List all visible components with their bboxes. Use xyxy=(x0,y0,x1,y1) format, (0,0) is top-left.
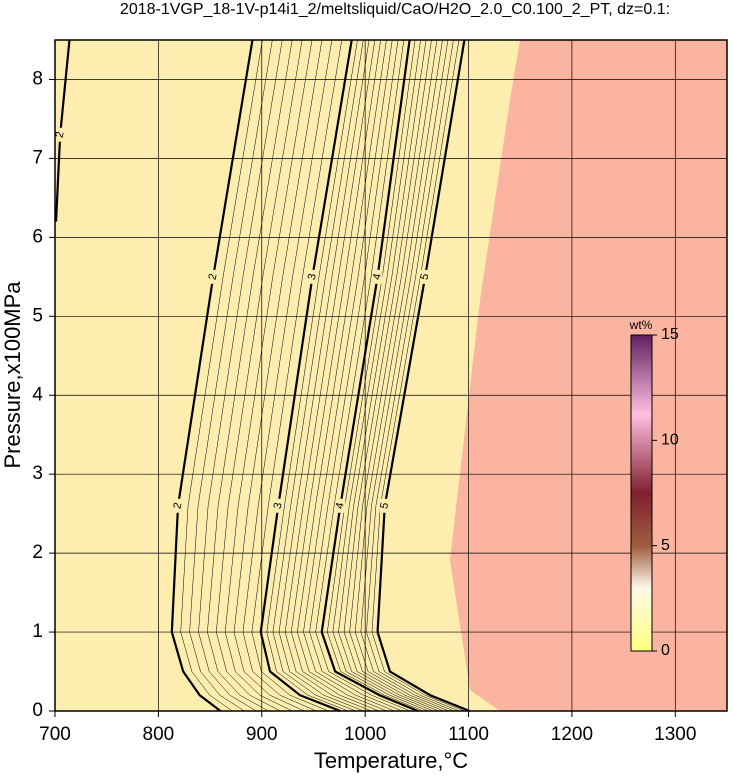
contour-label: 4 xyxy=(334,501,347,509)
contour-label: 3 xyxy=(272,501,285,509)
y-tick-label: 3 xyxy=(32,463,43,484)
contour-label-bg xyxy=(335,498,346,513)
high-region xyxy=(450,40,727,711)
contour-label: 4 xyxy=(371,273,384,281)
x-tick-label: 1300 xyxy=(654,724,696,745)
contour-label-bg xyxy=(379,498,390,513)
x-tick-label: 900 xyxy=(246,724,278,745)
x-tick-label: 700 xyxy=(39,724,71,745)
y-tick-label: 8 xyxy=(32,68,43,89)
contour-label: 2 xyxy=(54,130,67,138)
y-tick-label: 6 xyxy=(32,226,43,247)
colorbar xyxy=(630,334,653,652)
x-tick-label: 800 xyxy=(143,724,175,745)
contour-label-bg xyxy=(55,127,66,142)
colorbar-label: wt% xyxy=(629,318,653,332)
plot-frame xyxy=(54,39,728,712)
contour-label-bg xyxy=(273,498,284,513)
contour-label: 2 xyxy=(171,501,184,509)
colorbar-tick-label: 15 xyxy=(661,326,679,343)
contour-label: 5 xyxy=(419,273,432,281)
contour-label: 5 xyxy=(378,501,391,509)
contour-label-bg xyxy=(307,269,318,284)
contour-label-bg xyxy=(173,498,184,513)
x-tick-label: 1200 xyxy=(551,724,593,745)
contour-label-bg xyxy=(208,269,219,284)
x-axis-label: Temperature,°C xyxy=(314,748,468,773)
y-tick-label: 5 xyxy=(32,305,43,326)
x-tick-label: 1000 xyxy=(344,724,386,745)
contour-label: 2 xyxy=(207,273,220,281)
colorbar-tick-label: 0 xyxy=(661,642,670,659)
colorbar-tick-label: 5 xyxy=(661,537,670,554)
y-tick-label: 7 xyxy=(32,147,43,168)
contour-label-bg xyxy=(372,269,383,284)
contour-label: 3 xyxy=(306,273,319,281)
y-axis-label: Pressure,x100MPa xyxy=(0,281,25,469)
x-tick-label: 1100 xyxy=(448,724,489,745)
y-tick-label: 0 xyxy=(32,700,43,721)
colorbar-tick-label: 10 xyxy=(661,432,679,449)
chart-title: 2018-1VGP_18-1V-p14i1_2/meltsliquid/CaO/… xyxy=(120,1,670,18)
contour-label-bg xyxy=(420,269,431,284)
y-tick-label: 1 xyxy=(32,621,43,642)
y-tick-label: 2 xyxy=(32,542,43,563)
y-tick-label: 4 xyxy=(32,384,43,405)
